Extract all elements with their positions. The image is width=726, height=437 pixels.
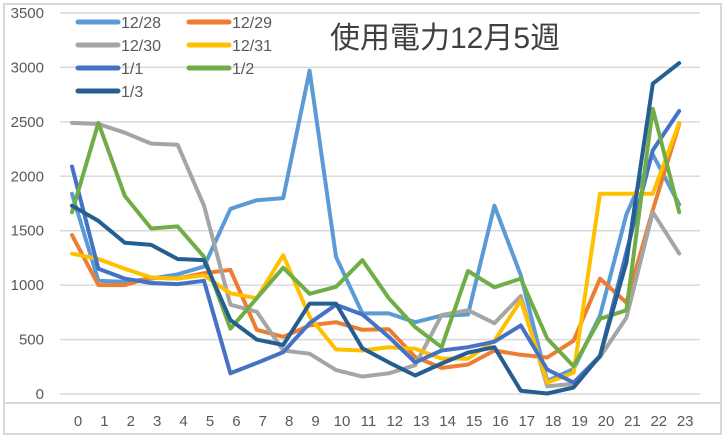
x-tick-label: 1 <box>100 413 108 430</box>
y-tick-label: 3000 <box>11 59 44 76</box>
y-axis-ticks: 0 500 1000 1500 2000 2500 3000 3500 <box>11 5 44 403</box>
legend-label: 12/29 <box>232 15 272 32</box>
x-tick-label: 23 <box>677 413 694 430</box>
series-line-12-29 <box>70 122 682 370</box>
y-tick-label: 0 <box>36 386 44 403</box>
series-line-1-3 <box>70 61 682 396</box>
y-tick-label: 1000 <box>11 277 44 294</box>
y-tick-label: 500 <box>19 332 44 349</box>
x-tick-label: 2 <box>127 413 135 430</box>
chart-title: 使用電力12月5週 <box>330 22 560 55</box>
legend: 12/28 12/29 12/30 12/31 1/1 1/2 1/3 <box>75 15 272 101</box>
chart-frame <box>3 3 722 435</box>
y-tick-label: 2000 <box>11 168 44 185</box>
x-tick-label: 8 <box>285 413 293 430</box>
y-tick-label: 3500 <box>11 5 44 22</box>
plot-area-bottom-border <box>3 402 722 404</box>
x-tick-label: 20 <box>598 413 615 430</box>
x-tick-label: 0 <box>74 413 82 430</box>
y-tick-label: 1500 <box>11 223 44 240</box>
x-tick-label: 9 <box>311 413 319 430</box>
x-tick-label: 5 <box>206 413 214 430</box>
x-tick-label: 17 <box>518 413 535 430</box>
x-tick-label: 3 <box>153 413 161 430</box>
x-tick-label: 16 <box>492 413 509 430</box>
series-line-1-2 <box>70 106 682 369</box>
x-tick-label: 14 <box>439 413 456 430</box>
x-tick-label: 11 <box>361 413 377 430</box>
legend-label: 1/1 <box>121 61 143 78</box>
series-line-1-1 <box>70 109 682 385</box>
legend-label: 12/28 <box>121 15 161 32</box>
y-tick-label: 2500 <box>11 114 44 131</box>
series-lines <box>70 61 682 396</box>
legend-label: 1/3 <box>121 84 143 101</box>
series-line-12-31 <box>70 120 682 385</box>
x-tick-label: 22 <box>650 413 667 430</box>
x-tick-label: 15 <box>466 413 483 430</box>
x-axis-ticks: 0 1 2 3 4 5 6 7 8 9 10 11 12 13 14 15 16 17 18 19 20 21 22 23 <box>74 413 694 430</box>
x-tick-label: 21 <box>624 413 641 430</box>
x-tick-label: 13 <box>413 413 430 430</box>
legend-label: 1/2 <box>232 61 254 78</box>
x-tick-label: 12 <box>386 413 403 430</box>
x-tick-label: 10 <box>334 413 351 430</box>
x-tick-label: 4 <box>179 413 187 430</box>
x-tick-label: 18 <box>545 413 562 430</box>
x-tick-label: 19 <box>571 413 588 430</box>
legend-label: 12/31 <box>232 38 272 55</box>
x-tick-label: 7 <box>259 413 267 430</box>
x-tick-label: 6 <box>232 413 240 430</box>
legend-label: 12/30 <box>121 38 161 55</box>
